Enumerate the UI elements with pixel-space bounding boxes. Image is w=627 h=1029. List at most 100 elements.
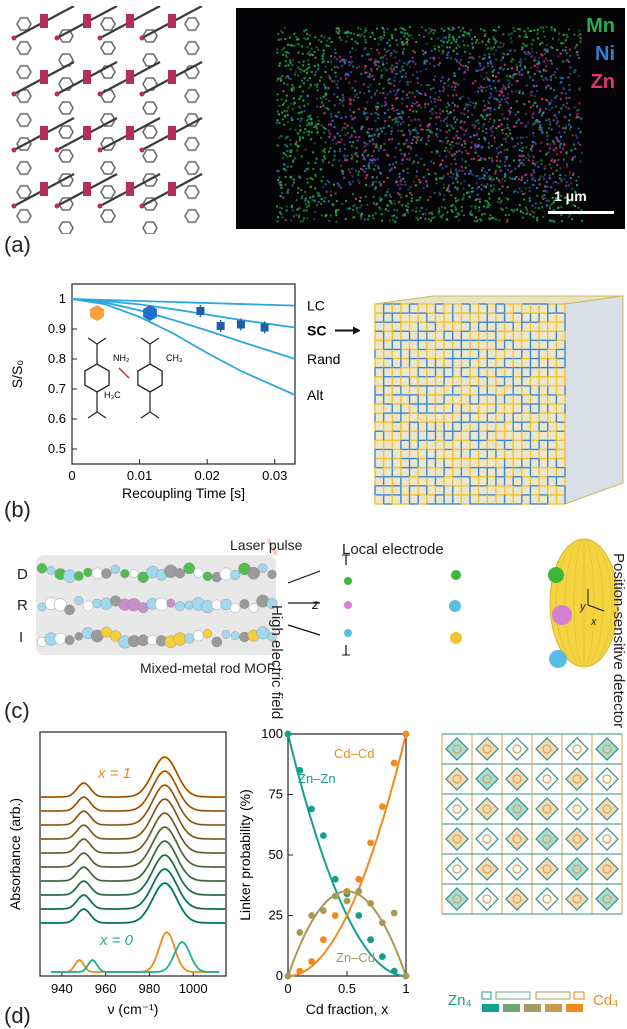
atom-speck (426, 168, 429, 171)
atom-speck (276, 169, 278, 172)
atom-speck (487, 147, 490, 149)
atom-speck (316, 83, 319, 86)
data-point (196, 307, 205, 315)
legend-swatch (566, 1004, 583, 1012)
atom-speck (299, 130, 302, 133)
series-label-zn-zn: Zn–Zn (298, 771, 336, 786)
atom-speck (545, 50, 548, 52)
atom-speck (459, 126, 462, 129)
atom-speck (560, 178, 563, 181)
data-point (390, 759, 398, 767)
atom-speck (391, 35, 394, 38)
atom-speck (468, 164, 471, 167)
atom-speck (398, 193, 401, 196)
legend-mn: Mn (586, 15, 615, 37)
atom-speck (314, 70, 317, 73)
atom-speck (406, 41, 408, 44)
atom-speck (504, 214, 507, 217)
atom-speck (400, 153, 403, 155)
atom-speck (296, 118, 299, 120)
atom-speck (473, 220, 476, 223)
atom-speck (566, 165, 569, 168)
atom-speck (374, 186, 377, 189)
atom-speck (419, 139, 422, 141)
x-axis-label: ν (cm⁻¹) (108, 1001, 159, 1017)
atom-speck (373, 78, 375, 81)
atom-speck (538, 62, 541, 65)
atom-speck (280, 135, 283, 138)
atom-speck (316, 131, 319, 134)
atom-speck (371, 140, 374, 143)
atom-speck (471, 82, 474, 85)
atom-speck (435, 178, 438, 181)
atom-speck (325, 190, 328, 193)
atom-speck (425, 179, 428, 182)
atom-speck (501, 87, 504, 90)
atom-speck (496, 40, 499, 43)
atom-speck (447, 84, 450, 87)
atom-speck (478, 177, 481, 180)
atom-speck (392, 163, 394, 166)
atom-speck (485, 72, 488, 75)
atom-speck (531, 50, 534, 53)
atom-speck (331, 119, 334, 122)
atom-speck (539, 124, 542, 127)
atom-speck (419, 217, 422, 219)
atom-speck (504, 160, 507, 163)
atom-speck (328, 135, 331, 138)
atom-speck (555, 147, 558, 150)
atom-speck (411, 60, 414, 63)
atom-speck (479, 64, 482, 67)
atom-speck (297, 38, 300, 41)
atom-speck (414, 127, 417, 130)
atom-speck (557, 55, 560, 58)
fit-curve (287, 733, 407, 977)
atom-speck (386, 41, 389, 44)
atom-speck (445, 130, 448, 133)
atom-speck (409, 186, 412, 189)
atom-speck (344, 126, 347, 129)
atom-speck (446, 124, 449, 127)
atom-speck (519, 63, 522, 66)
atom-speck (470, 146, 473, 149)
atom-speck (290, 78, 292, 81)
atom-speck (279, 211, 282, 214)
atom-speck (370, 47, 373, 50)
atom-speck (560, 180, 563, 183)
metal-node (40, 14, 48, 28)
atom-speck (574, 155, 577, 158)
atom-speck (549, 101, 552, 104)
atom-speck (541, 114, 543, 117)
atom-speck (443, 29, 446, 32)
atom-speck (516, 208, 519, 211)
atom-speck (364, 112, 367, 115)
atom-speck (353, 32, 356, 35)
atom-speck (539, 108, 542, 111)
atom-speck (365, 167, 368, 170)
lattice-node (445, 797, 469, 821)
metal-node (126, 70, 134, 84)
laser-pulse-label: Laser pulse (230, 537, 303, 553)
atom-speck (548, 109, 551, 112)
atom-speck (543, 35, 546, 38)
phenyl-ring (184, 41, 200, 55)
atom-speck (438, 49, 441, 52)
atom-speck (418, 104, 421, 107)
atom-speck (538, 56, 541, 59)
atom-speck (558, 144, 561, 147)
phenyl-ring (16, 137, 32, 151)
atom-speck (533, 56, 536, 59)
atom-speck (327, 123, 330, 126)
atom-speck (462, 187, 465, 190)
atom-speck (286, 83, 289, 86)
atom-speck (286, 114, 289, 117)
atom-speck (487, 145, 490, 148)
atom-speck (399, 116, 402, 119)
atom-speck (282, 196, 285, 199)
atom-speck (415, 216, 418, 219)
atom-speck (470, 141, 473, 144)
atom-speck (455, 171, 458, 174)
atom-speck (473, 143, 476, 146)
atom-speck (391, 37, 394, 40)
atom-speck (546, 48, 549, 51)
